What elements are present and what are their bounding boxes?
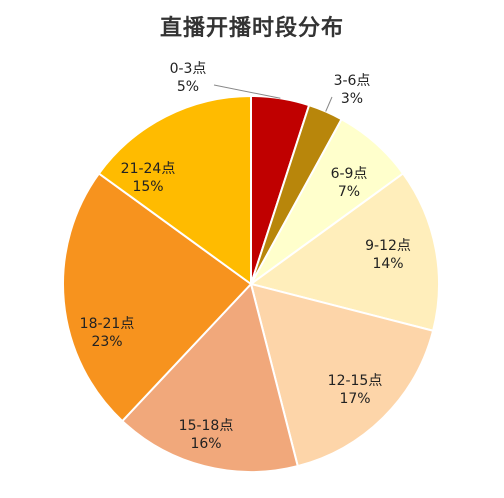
slice-label-category: 6-9点: [331, 166, 368, 182]
slice-label-percent: 3%: [341, 91, 363, 107]
leader-line-3-6点: [325, 96, 333, 112]
slice-label-percent: 16%: [190, 436, 221, 452]
slice-label-percent: 14%: [372, 256, 403, 272]
slice-label-category: 3-6点: [334, 73, 371, 89]
leader-line-0-3点: [213, 84, 281, 99]
pie-slice-21-24点: [97, 94, 252, 286]
slice-label-category: 15-18点: [179, 418, 234, 434]
slice-label-percent: 23%: [91, 334, 122, 350]
slice-label-percent: 7%: [338, 184, 360, 200]
slice-label-percent: 5%: [177, 79, 199, 95]
slice-label-category: 0-3点: [170, 61, 207, 77]
pie-slice-18-21点: [62, 172, 253, 423]
slice-label-category: 9-12点: [365, 238, 411, 254]
pie-slice-15-18点: [120, 281, 299, 473]
pie-slice-9-12点: [248, 172, 440, 332]
pie-slices: [62, 94, 440, 473]
leader-lines: [213, 84, 333, 112]
pie-slice-12-15点: [249, 282, 435, 468]
slice-label-percent: 17%: [339, 391, 370, 407]
chart-title: 直播开播时段分布: [159, 16, 344, 41]
slice-label-percent: 15%: [132, 179, 163, 195]
slice-label-category: 18-21点: [80, 316, 135, 332]
slice-label-category: 12-15点: [328, 373, 383, 389]
slice-label-category: 21-24点: [121, 161, 176, 177]
slice-labels: 0-3点 5% 3-6点 3% 6-9点 7% 9-12点 14% 12-15点 17% 15-18…: [80, 61, 411, 452]
